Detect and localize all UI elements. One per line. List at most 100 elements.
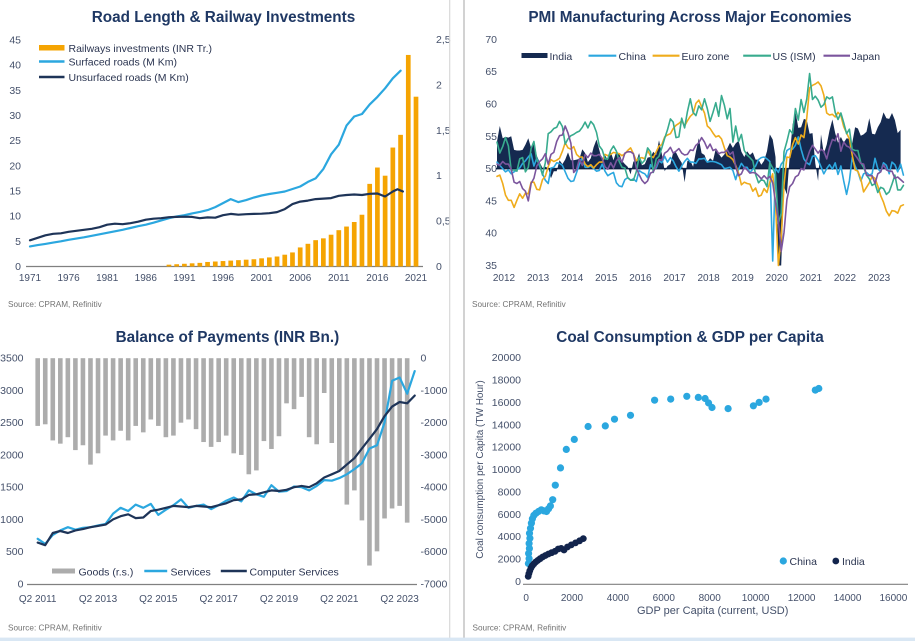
svg-text:Surfaced roads (M Km): Surfaced roads (M Km) xyxy=(69,56,178,68)
svg-text:2022: 2022 xyxy=(834,273,857,284)
svg-text:25: 25 xyxy=(9,135,21,147)
svg-text:Source: CPRAM, Refinitiv: Source: CPRAM, Refinitiv xyxy=(473,624,568,633)
svg-text:1981: 1981 xyxy=(96,273,119,284)
svg-text:14000: 14000 xyxy=(834,593,862,604)
svg-text:Services: Services xyxy=(171,567,211,579)
svg-text:70: 70 xyxy=(485,34,497,46)
svg-text:20: 20 xyxy=(9,160,21,172)
svg-text:2012: 2012 xyxy=(493,273,516,284)
svg-text:2011: 2011 xyxy=(328,273,350,284)
svg-text:2017: 2017 xyxy=(663,273,686,284)
svg-text:2015: 2015 xyxy=(595,273,618,284)
svg-text:2016: 2016 xyxy=(366,273,389,284)
svg-text:30: 30 xyxy=(9,110,21,122)
svg-text:1000: 1000 xyxy=(0,514,24,526)
svg-text:1986: 1986 xyxy=(135,273,158,284)
svg-text:500: 500 xyxy=(6,546,24,558)
svg-text:1996: 1996 xyxy=(212,273,235,284)
svg-text:14000: 14000 xyxy=(492,419,521,431)
svg-text:10000: 10000 xyxy=(742,593,770,604)
svg-text:5: 5 xyxy=(15,236,21,248)
svg-text:0: 0 xyxy=(421,353,427,365)
svg-text:1991: 1991 xyxy=(173,273,196,284)
svg-text:India: India xyxy=(550,51,573,63)
svg-text:2018: 2018 xyxy=(697,273,720,284)
svg-text:2000: 2000 xyxy=(561,593,584,604)
svg-text:Source: CPRAM, Refinitiv: Source: CPRAM, Refinitiv xyxy=(8,300,103,309)
svg-text:2023: 2023 xyxy=(868,273,891,284)
svg-text:Q2 2021: Q2 2021 xyxy=(320,594,359,605)
svg-text:Unsurfaced roads (M Km): Unsurfaced roads (M Km) xyxy=(69,72,189,84)
svg-text:GDP per Capita (current, USD): GDP per Capita (current, USD) xyxy=(637,605,788,617)
svg-text:-2000: -2000 xyxy=(421,417,448,429)
svg-text:Source: CPRAM, Refinitiv: Source: CPRAM, Refinitiv xyxy=(8,624,103,633)
svg-text:Japan: Japan xyxy=(852,51,881,63)
svg-text:4000: 4000 xyxy=(498,531,522,543)
svg-text:3500: 3500 xyxy=(0,353,24,365)
svg-text:0: 0 xyxy=(18,578,24,590)
svg-text:45: 45 xyxy=(9,35,21,47)
svg-text:-6000: -6000 xyxy=(421,546,448,558)
svg-text:8000: 8000 xyxy=(498,486,522,498)
svg-text:China: China xyxy=(790,556,818,568)
svg-text:40: 40 xyxy=(9,60,21,72)
svg-text:16000: 16000 xyxy=(879,593,907,604)
svg-text:1500: 1500 xyxy=(0,482,24,494)
svg-text:2014: 2014 xyxy=(561,273,584,284)
svg-text:US (ISM): US (ISM) xyxy=(773,51,816,63)
svg-text:China: China xyxy=(619,51,647,63)
svg-text:2000: 2000 xyxy=(498,554,522,566)
svg-text:Q2 2011: Q2 2011 xyxy=(19,594,57,605)
svg-text:18000: 18000 xyxy=(492,375,521,387)
svg-text:1: 1 xyxy=(436,170,442,182)
svg-text:Road Length & Railway Investme: Road Length & Railway Investments xyxy=(92,9,356,26)
svg-text:45: 45 xyxy=(485,195,497,207)
svg-text:India: India xyxy=(842,556,865,568)
svg-text:12000: 12000 xyxy=(788,593,816,604)
svg-text:2: 2 xyxy=(436,79,442,91)
svg-text:2,5: 2,5 xyxy=(436,34,451,46)
svg-text:6000: 6000 xyxy=(498,509,522,521)
svg-text:PMI Manufacturing Across Major: PMI Manufacturing Across Major Economies xyxy=(528,9,851,26)
svg-text:65: 65 xyxy=(485,66,497,78)
svg-text:-7000: -7000 xyxy=(421,578,448,590)
svg-text:40: 40 xyxy=(485,228,497,240)
svg-text:Goods (r.s.): Goods (r.s.) xyxy=(79,567,134,579)
svg-text:10000: 10000 xyxy=(492,464,521,476)
svg-text:Q2 2013: Q2 2013 xyxy=(79,594,118,605)
svg-text:15: 15 xyxy=(9,186,21,198)
svg-text:Balance of Payments (INR Bn.): Balance of Payments (INR Bn.) xyxy=(116,329,340,346)
svg-text:3000: 3000 xyxy=(0,385,24,397)
svg-text:35: 35 xyxy=(485,260,497,272)
svg-text:2000: 2000 xyxy=(0,449,24,461)
svg-text:0: 0 xyxy=(515,576,521,588)
svg-text:2013: 2013 xyxy=(527,273,550,284)
svg-text:0,5: 0,5 xyxy=(436,216,451,228)
svg-text:4000: 4000 xyxy=(607,593,630,604)
svg-text:6000: 6000 xyxy=(653,593,676,604)
svg-text:Coal Consumption & GDP per Cap: Coal Consumption & GDP per Capita xyxy=(556,329,824,346)
svg-text:-3000: -3000 xyxy=(421,449,448,461)
svg-text:0: 0 xyxy=(15,261,21,273)
svg-text:12000: 12000 xyxy=(492,442,521,454)
svg-text:Euro zone: Euro zone xyxy=(682,51,730,63)
svg-text:10: 10 xyxy=(9,211,21,223)
svg-text:2021: 2021 xyxy=(405,273,428,284)
svg-text:Computer Services: Computer Services xyxy=(250,567,339,579)
svg-text:-4000: -4000 xyxy=(421,482,448,494)
svg-text:20000: 20000 xyxy=(492,352,521,364)
svg-text:2016: 2016 xyxy=(629,273,652,284)
svg-text:-5000: -5000 xyxy=(421,514,448,526)
svg-text:2021: 2021 xyxy=(800,273,823,284)
svg-text:Coal consumption per Capita (T: Coal consumption per Capita (TW Hour) xyxy=(475,380,486,558)
svg-text:55: 55 xyxy=(485,131,497,143)
svg-text:-1000: -1000 xyxy=(421,385,448,397)
svg-text:2020: 2020 xyxy=(766,273,789,284)
svg-text:2019: 2019 xyxy=(732,273,755,284)
svg-text:2001: 2001 xyxy=(250,273,273,284)
svg-text:1,5: 1,5 xyxy=(436,125,451,137)
svg-text:0: 0 xyxy=(523,593,529,604)
svg-text:Q2 2017: Q2 2017 xyxy=(200,594,239,605)
svg-text:16000: 16000 xyxy=(492,397,521,409)
svg-text:0: 0 xyxy=(436,261,442,273)
